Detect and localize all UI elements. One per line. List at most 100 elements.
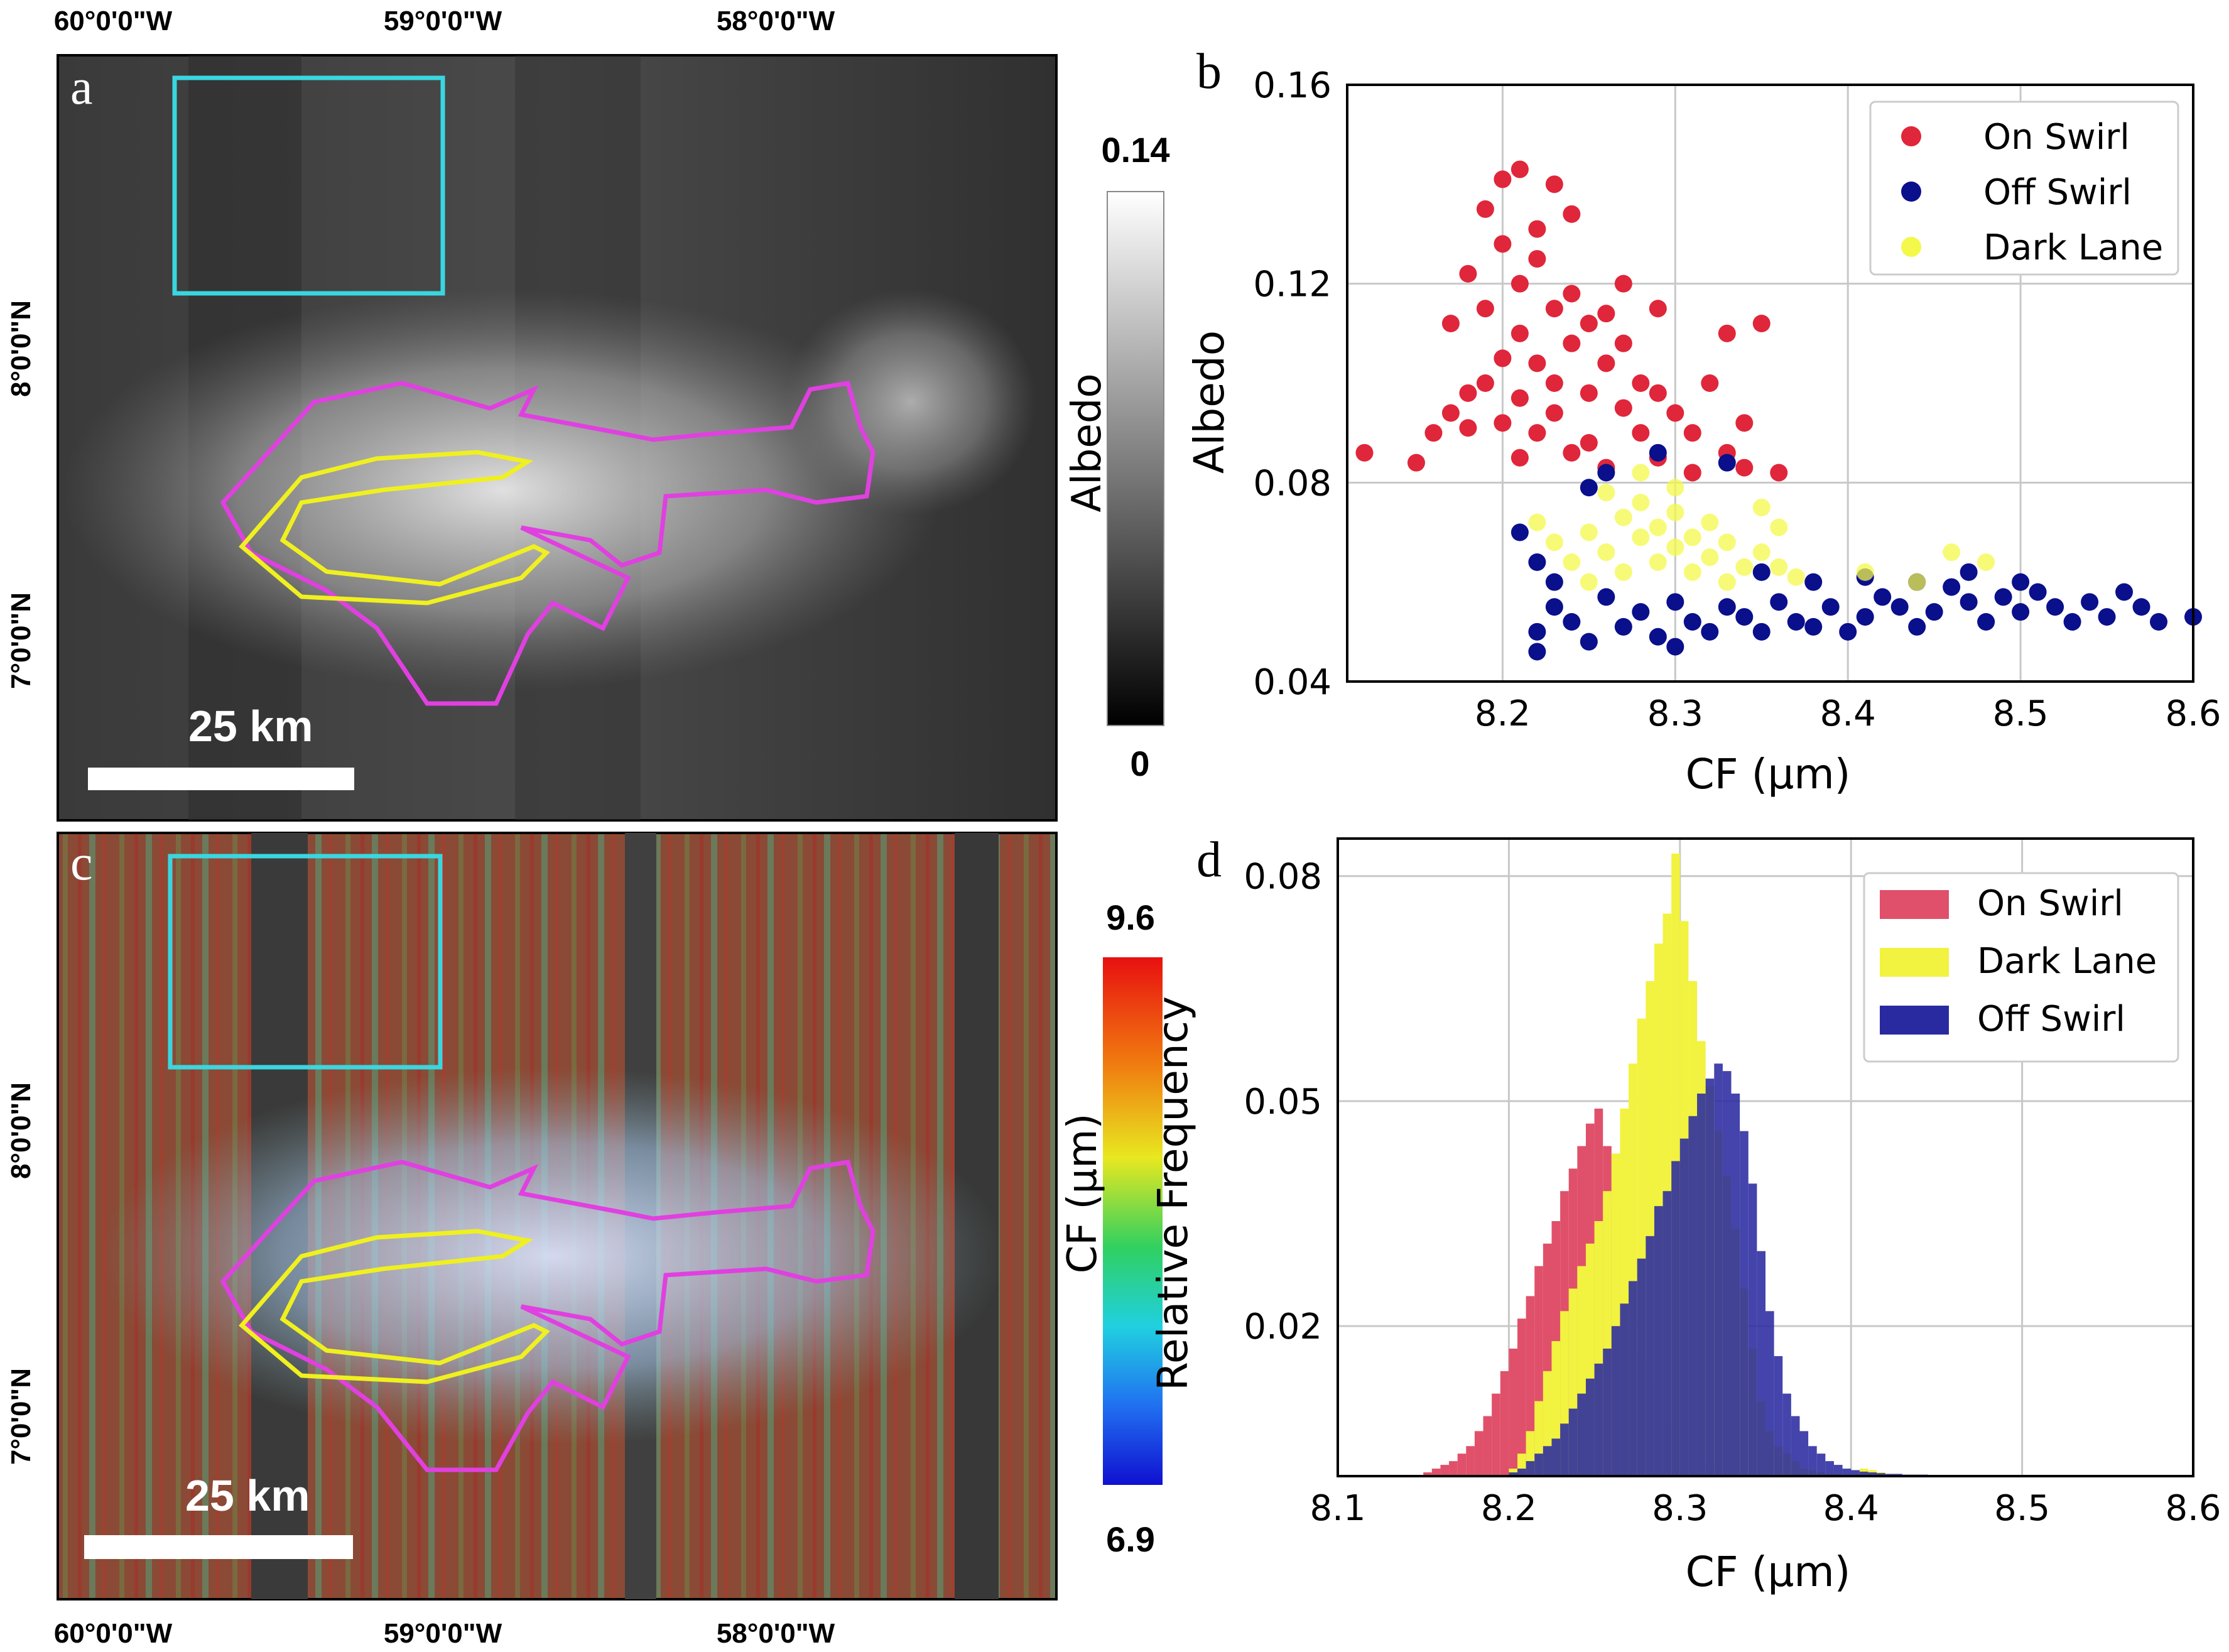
- scatter-point-off-swirl: [2150, 613, 2168, 631]
- scatter-point-dark-lane: [1545, 533, 1563, 552]
- scatter-point-on-swirl: [1683, 464, 1701, 482]
- scatter-legend-marker: [1901, 237, 1921, 257]
- scatter-point-off-swirl: [1580, 479, 1598, 497]
- histogram-bar-on-swirl: [1509, 1349, 1518, 1476]
- dark-lane-outline-c: [239, 1229, 550, 1384]
- scatter-point-off-swirl: [1787, 613, 1805, 631]
- histogram-bar-off-swirl: [1722, 1071, 1732, 1476]
- scatter-point-on-swirl: [1476, 300, 1494, 318]
- scatter-point-dark-lane: [1718, 533, 1736, 552]
- scatter-point-off-swirl: [1632, 603, 1650, 621]
- histogram-y-tick-label: 0.02: [1244, 1307, 1322, 1347]
- histogram-bar-off-swirl: [1671, 1161, 1680, 1476]
- histogram-bar-off-swirl: [1662, 1191, 1672, 1476]
- scatter-point-off-swirl: [1804, 617, 1823, 636]
- scatter-point-off-swirl: [2012, 573, 2030, 591]
- histogram-x-tick-label: 8.6: [2165, 1488, 2221, 1529]
- histogram-bar-off-swirl: [1714, 1063, 1723, 1476]
- lon-label-bottom-3: 58°0'0"W: [717, 1618, 835, 1649]
- histogram-bar-on-swirl: [1440, 1465, 1450, 1476]
- histogram-bar-off-swirl: [1551, 1438, 1561, 1476]
- histogram-bar-off-swirl: [1568, 1408, 1578, 1476]
- scatter-point-on-swirl: [1494, 349, 1512, 367]
- scatter-point-off-swirl: [2081, 593, 2099, 611]
- lon-label-top-3: 58°0'0"W: [717, 6, 835, 36]
- scatter-point-off-swirl: [1614, 617, 1632, 636]
- scatter-point-dark-lane: [1632, 464, 1650, 482]
- histogram-bar-off-swirl: [1851, 1470, 1860, 1476]
- scatter-point-off-swirl: [1735, 608, 1754, 626]
- lon-label-top-1: 60°0'0"W: [54, 6, 173, 36]
- scale-label-a: 25 km: [188, 702, 313, 751]
- scatter-point-dark-lane: [1735, 558, 1754, 576]
- scatter-point-off-swirl: [1666, 593, 1684, 611]
- on-swirl-outline-c: [220, 1160, 876, 1472]
- scatter-point-dark-lane: [1649, 518, 1667, 536]
- scatter-legend-marker: [1901, 182, 1921, 202]
- scatter-point-off-swirl: [1649, 628, 1667, 646]
- histogram-bar-off-swirl: [1748, 1183, 1757, 1476]
- scatter-point-dark-lane: [1787, 568, 1805, 586]
- scatter-point-on-swirl: [1476, 374, 1494, 392]
- scatter-point-on-swirl: [1614, 274, 1632, 293]
- scatter-point-off-swirl: [1960, 563, 1978, 581]
- histogram-bar-off-swirl: [1808, 1446, 1817, 1476]
- scatter-point-on-swirl: [1510, 160, 1529, 178]
- histogram-bar-off-swirl: [1859, 1471, 1868, 1476]
- panel-letter-d: d: [1196, 832, 1222, 888]
- scatter-point-on-swirl: [1683, 424, 1701, 442]
- scatter-point-on-swirl: [1580, 434, 1598, 452]
- scatter-point-on-swirl: [1545, 404, 1563, 422]
- scatter-point-dark-lane: [1632, 528, 1650, 546]
- scatter-point-off-swirl: [1683, 613, 1701, 631]
- on-swirl-outline-a: [220, 381, 876, 706]
- histogram-bar-on-swirl: [1483, 1416, 1492, 1476]
- scatter-point-dark-lane: [1580, 523, 1598, 541]
- scatter-point-dark-lane: [1908, 573, 1926, 591]
- scatter-y-tick-label: 0.08: [1253, 463, 1331, 504]
- scatter-point-on-swirl: [1701, 374, 1719, 392]
- scatter-point-dark-lane: [1856, 563, 1874, 581]
- scatter-point-dark-lane: [1770, 518, 1788, 536]
- histogram-legend-label: Dark Lane: [1977, 941, 2157, 982]
- scatter-point-on-swirl: [1563, 285, 1581, 303]
- scatter-point-dark-lane: [1666, 538, 1684, 557]
- histogram-bar-off-swirl: [1740, 1131, 1749, 1476]
- scatter-point-off-swirl: [1994, 588, 2012, 606]
- scatter-point-off-swirl: [2063, 613, 2081, 631]
- cf-colorbar-title: CF (μm): [1060, 1114, 1106, 1274]
- scatter-x-tick-label: 8.2: [1475, 693, 1531, 734]
- scatter-point-off-swirl: [1545, 598, 1563, 616]
- scatter-point-on-swirl: [1649, 300, 1667, 318]
- scatter-point-on-swirl: [1510, 448, 1529, 467]
- lat-label-a-1: 8°0'0"N: [6, 300, 36, 397]
- scatter-point-on-swirl: [1476, 200, 1494, 218]
- scale-label-c: 25 km: [185, 1471, 310, 1520]
- scatter-x-tick-label: 8.5: [1993, 693, 2049, 734]
- scatter-point-off-swirl: [1770, 593, 1788, 611]
- albedo-colorbar-max: 0.14: [1102, 130, 1170, 170]
- scatter-point-off-swirl: [1528, 643, 1546, 661]
- scatter-point-on-swirl: [1441, 404, 1460, 422]
- histogram-bar-on-swirl: [1466, 1446, 1475, 1476]
- scatter-point-off-swirl: [1752, 622, 1771, 641]
- histogram-bar-off-swirl: [1629, 1281, 1637, 1476]
- scatter-point-off-swirl: [1874, 588, 1892, 606]
- histogram-y-tick-label: 0.08: [1244, 857, 1322, 898]
- scatter-point-on-swirl: [1424, 424, 1443, 442]
- scatter-point-off-swirl: [1960, 593, 1978, 611]
- histogram-bar-on-swirl: [1449, 1461, 1458, 1476]
- histogram-bar-off-swirl: [1603, 1349, 1612, 1476]
- histogram-bar-off-swirl: [1877, 1473, 1885, 1476]
- scatter-point-off-swirl: [1752, 563, 1771, 581]
- scatter-point-on-swirl: [1580, 384, 1598, 402]
- scatter-point-off-swirl: [1701, 622, 1719, 641]
- scatter-y-tick-label: 0.16: [1253, 65, 1331, 106]
- histogram-bar-off-swirl: [1534, 1454, 1543, 1476]
- scatter-point-off-swirl: [1666, 638, 1684, 656]
- scatter-point-on-swirl: [1510, 274, 1529, 293]
- histogram-bar-off-swirl: [1509, 1472, 1518, 1476]
- histogram-bar-off-swirl: [1611, 1326, 1620, 1476]
- albedo-colorbar-gradient: [1107, 191, 1164, 726]
- histogram-x-label: CF (μm): [1686, 1548, 1851, 1596]
